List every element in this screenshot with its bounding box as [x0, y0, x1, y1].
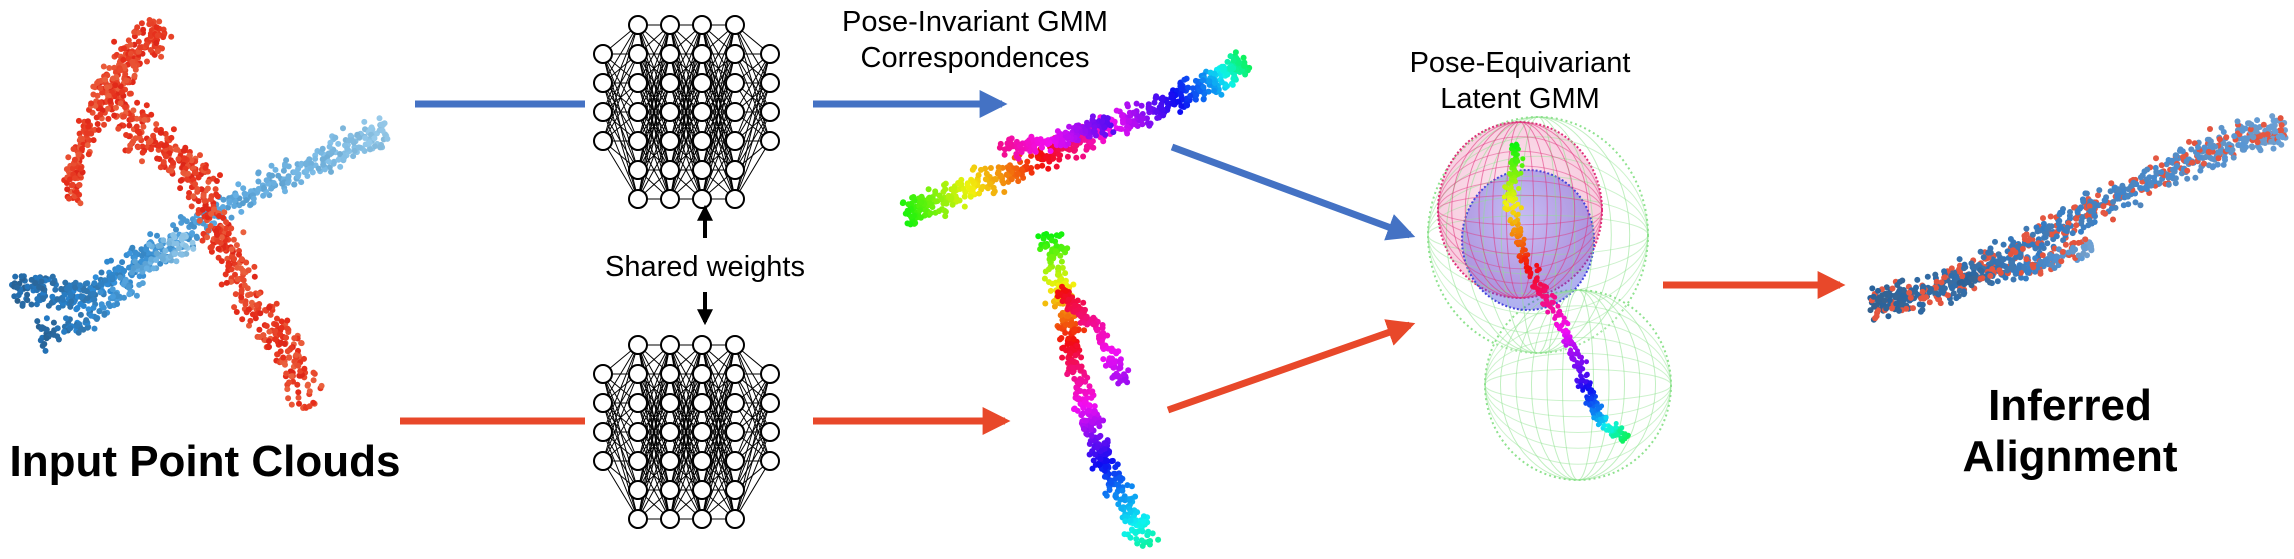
input-point-clouds — [9, 17, 391, 411]
pose-equivariant-label-line1: Pose-Equivariant — [1409, 47, 1631, 79]
inferred-alignment-label: Inferred Alignment — [1940, 381, 2200, 482]
inferred-alignment-label-line1: Inferred — [1988, 381, 2152, 430]
pose-invariant-label-line2: Correspondences — [860, 42, 1090, 75]
latent-gmm-spheres — [1427, 116, 1672, 481]
input-point-clouds-label: Input Point Clouds — [9, 437, 401, 486]
inferred-alignment-label-line2: Alignment — [1962, 431, 2178, 481]
correspondence-point-clouds — [899, 49, 1253, 549]
pose-invariant-label: Pose-Invariant GMM Correspondences — [790, 4, 1160, 77]
pose-equivariant-label-line2: Latent GMM — [1440, 83, 1600, 116]
pose-invariant-label-line1: Pose-Invariant GMM — [842, 6, 1108, 38]
pose-equivariant-label: Pose-Equivariant Latent GMM — [1370, 45, 1670, 118]
inferred-alignment-point-cloud — [1867, 113, 2289, 323]
target-arrow-to-gmm — [1166, 319, 1416, 414]
source-arrow-to-gmm — [1170, 143, 1416, 241]
neural-network-icon-bottom — [593, 335, 780, 529]
neural-network-icon-top — [593, 15, 780, 209]
shared-weights-label: Shared weights — [605, 251, 805, 283]
